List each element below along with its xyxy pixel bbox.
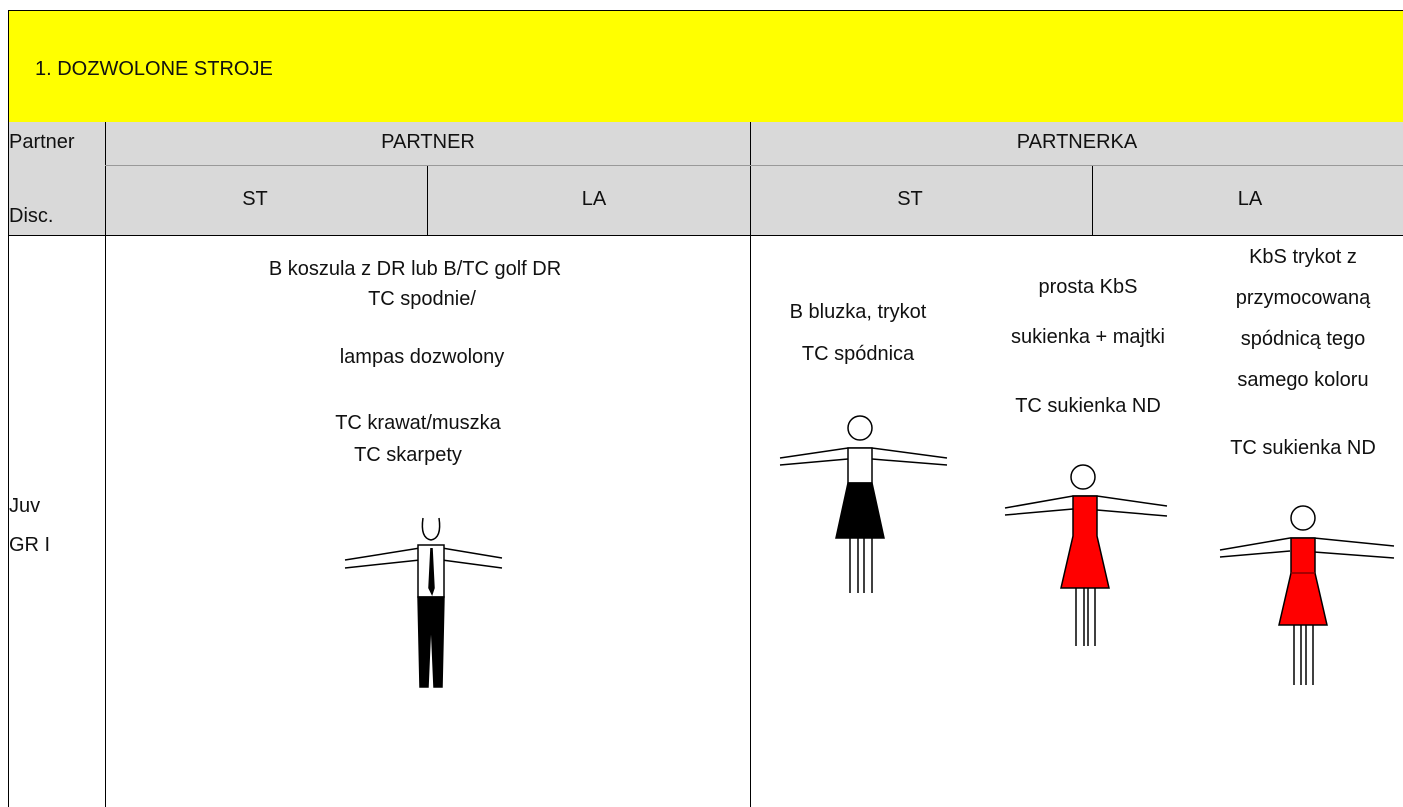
corner-label: Partner bbox=[9, 131, 75, 153]
rule-text: prosta KbS bbox=[1038, 276, 1138, 298]
section-title: 1. DOZWOLONE STROJE bbox=[35, 58, 273, 80]
rule-text: spódnicą tego bbox=[1240, 328, 1366, 350]
rule-text: TC skarpety bbox=[354, 444, 462, 466]
discipline-header: LA bbox=[581, 188, 607, 210]
border bbox=[105, 165, 1403, 166]
rule-text: B koszula z DR lub B/TC golf DR bbox=[268, 258, 562, 280]
rule-text: TC sukienka ND bbox=[1015, 395, 1161, 417]
rule-text: samego koloru bbox=[1237, 369, 1369, 391]
boy-figure bbox=[344, 517, 503, 688]
row-label: GR I bbox=[9, 534, 51, 556]
discipline-header: ST bbox=[242, 188, 268, 210]
rule-text: B bluzka, trykot bbox=[789, 301, 927, 323]
rule-text: TC spodnie/ bbox=[368, 288, 476, 310]
row-label: Juv bbox=[9, 495, 41, 517]
discipline-header: ST bbox=[897, 188, 923, 210]
group-header: PARTNERKA bbox=[1016, 131, 1138, 153]
border bbox=[8, 235, 1403, 236]
girl-figure-skirt bbox=[779, 415, 948, 593]
girl-figure-dress bbox=[1004, 464, 1168, 646]
rule-text: lampas dozwolony bbox=[339, 346, 505, 368]
header-band bbox=[8, 122, 1403, 235]
corner-label: Disc. bbox=[9, 205, 54, 227]
border bbox=[8, 10, 9, 807]
rule-text: sukienka + majtki bbox=[1011, 326, 1165, 348]
rule-text: przymocowaną bbox=[1235, 287, 1371, 309]
girl-figure-leotard bbox=[1219, 505, 1395, 685]
rule-text: TC sukienka ND bbox=[1230, 437, 1376, 459]
rule-text: TC krawat/muszka bbox=[335, 412, 501, 434]
border bbox=[8, 10, 1403, 11]
border bbox=[750, 122, 751, 807]
rule-text: KbS trykot z bbox=[1249, 246, 1357, 268]
border bbox=[105, 122, 106, 807]
title-band bbox=[8, 10, 1403, 122]
border bbox=[1092, 165, 1093, 235]
discipline-header: LA bbox=[1237, 188, 1263, 210]
rule-text: TC spódnica bbox=[801, 343, 915, 365]
group-header: PARTNER bbox=[381, 131, 475, 153]
border bbox=[427, 165, 428, 235]
